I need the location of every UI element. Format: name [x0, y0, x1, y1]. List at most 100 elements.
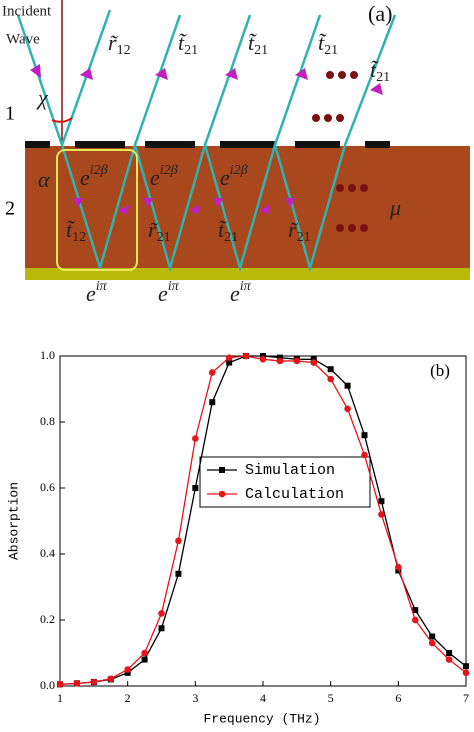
superscript: iπ	[96, 279, 108, 294]
subscript: 21	[224, 230, 238, 245]
coefficient-label: t̃21	[248, 30, 268, 58]
marker-circle	[344, 405, 351, 413]
coefficient-label: t̃21	[318, 30, 338, 58]
symbol: e	[86, 281, 96, 306]
x-tick-label: 3	[192, 691, 198, 705]
y-tick-label: 0.2	[40, 612, 55, 626]
series-line	[59, 355, 467, 685]
y-tick-label: 1.0	[40, 348, 55, 362]
marker-circle	[56, 681, 64, 688]
marker-square	[310, 356, 317, 363]
symbol: t̃	[318, 30, 327, 55]
y-axis-label: Absorption	[6, 482, 21, 560]
ground-plane	[25, 268, 470, 280]
mu-label: μ	[389, 195, 401, 220]
superscript: i2β	[230, 163, 248, 178]
marker-circle	[158, 610, 165, 617]
panel-label: (a)	[368, 1, 392, 26]
layer-2	[25, 146, 470, 268]
subscript: 21	[324, 43, 338, 58]
arrowheads	[30, 64, 383, 215]
x-tick-label: 1	[57, 691, 63, 705]
marker-circle	[225, 354, 233, 361]
marker-square	[175, 570, 182, 577]
incident-label: Incident	[2, 3, 52, 19]
legend-box	[199, 456, 371, 508]
coefficient-label: r̃12	[108, 30, 131, 58]
marker-circle	[192, 435, 199, 442]
symbol: t̃	[66, 217, 75, 242]
x-tick-label: 6	[395, 691, 401, 705]
marker-circle	[259, 356, 267, 363]
marker-circle	[208, 369, 216, 376]
marker-square	[158, 625, 165, 632]
marker-square	[344, 382, 351, 389]
subscript: 21	[254, 43, 268, 58]
marker-circle	[378, 511, 385, 518]
plot-frame	[59, 355, 467, 687]
legend-marker	[219, 467, 225, 473]
marker-square	[446, 650, 453, 656]
symbol: t̃	[178, 30, 187, 55]
series-line	[59, 355, 467, 685]
plot: 1 2 3 4 5 6 7 0.0 0.2 0.4 0.6 0.8 1.0 Simulation Calcu…	[40, 348, 470, 705]
coefficient-label: t̃21	[178, 30, 198, 58]
unit-box	[56, 149, 138, 271]
rays	[16, 9, 397, 273]
marker-square	[192, 485, 199, 491]
symbol: e	[220, 165, 230, 190]
subscript: 21	[184, 43, 198, 58]
marker-circle	[124, 666, 131, 673]
x-tick-label: 7	[463, 691, 469, 705]
marker-circle	[242, 352, 250, 360]
coefficient-label: r̃21	[148, 217, 171, 245]
subscript: 12	[117, 43, 131, 58]
y-tick-label: 0.4	[40, 546, 55, 560]
marker-square	[141, 656, 148, 663]
angle-label: χ	[36, 85, 49, 110]
angle-label: α	[38, 167, 50, 192]
subscript: 21	[376, 70, 390, 85]
symbol: t̃	[248, 30, 257, 55]
legend-label: Simulation	[245, 462, 335, 479]
angle-arc	[51, 117, 73, 123]
marker-circle	[175, 537, 182, 545]
x-axis-label: Frequency (THz)	[203, 711, 320, 726]
layer-label: 2	[5, 198, 15, 220]
marker-circle	[90, 678, 98, 686]
marker-square	[429, 633, 436, 640]
marker-circle	[293, 357, 301, 365]
marker-circle	[276, 357, 284, 365]
superscript: i2β	[90, 163, 108, 178]
subscript: 21	[157, 230, 171, 245]
symbol: e	[150, 165, 160, 190]
legend-marker	[218, 490, 226, 498]
coefficient-label: ei2β	[150, 163, 178, 190]
superscript: iπ	[168, 279, 180, 294]
superscript: iπ	[240, 279, 252, 294]
symbol: t̃	[218, 217, 227, 242]
subscript: 21	[297, 230, 311, 245]
marker-square	[209, 399, 216, 406]
marker-square	[463, 663, 469, 670]
symbol: r̃	[148, 217, 158, 242]
y-tick-label: 0.0	[40, 678, 55, 692]
marker-circle	[395, 563, 402, 571]
marker-circle	[107, 675, 115, 683]
marker-square	[327, 366, 334, 373]
coefficient-label: t̃21	[370, 57, 390, 85]
marker-square	[378, 498, 385, 505]
subscript: 12	[72, 230, 86, 245]
symbol: t̃	[370, 57, 379, 82]
marker-square	[276, 354, 283, 361]
coefficient-label: eiπ	[158, 279, 180, 306]
coefficient-label: t̃12	[66, 217, 86, 245]
coefficient-label: ei2β	[220, 163, 248, 190]
panel-label: (b)	[430, 361, 450, 380]
incident-label: Wave	[6, 31, 40, 47]
marker-circle	[73, 680, 81, 687]
symbol: r̃	[288, 217, 298, 242]
x-tick-label: 4	[260, 691, 266, 705]
